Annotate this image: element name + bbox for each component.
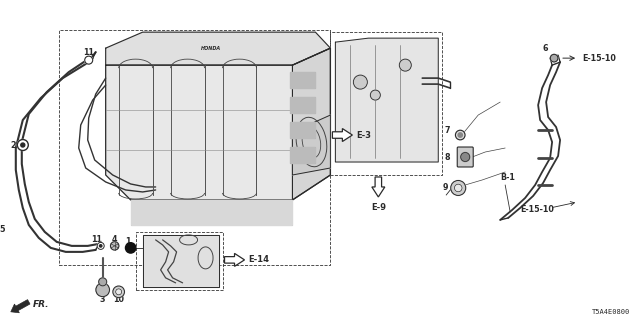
Text: E-14: E-14 bbox=[248, 255, 269, 264]
Text: E-3: E-3 bbox=[356, 131, 371, 140]
Text: E-9: E-9 bbox=[371, 203, 386, 212]
Circle shape bbox=[451, 180, 466, 196]
Text: E-15-10: E-15-10 bbox=[582, 54, 616, 63]
Text: 6: 6 bbox=[543, 44, 548, 53]
Circle shape bbox=[111, 242, 119, 250]
Circle shape bbox=[371, 90, 380, 100]
Circle shape bbox=[116, 289, 122, 295]
Polygon shape bbox=[143, 235, 218, 287]
Circle shape bbox=[125, 243, 136, 253]
Polygon shape bbox=[291, 97, 316, 113]
Text: T5A4E0800: T5A4E0800 bbox=[592, 309, 630, 315]
Polygon shape bbox=[292, 48, 330, 200]
Text: 11: 11 bbox=[83, 48, 93, 57]
Text: 7: 7 bbox=[445, 125, 451, 134]
Circle shape bbox=[550, 54, 558, 62]
Polygon shape bbox=[291, 72, 316, 88]
Polygon shape bbox=[106, 32, 330, 65]
Polygon shape bbox=[335, 38, 438, 162]
Circle shape bbox=[454, 184, 462, 192]
Circle shape bbox=[20, 143, 25, 147]
Text: 9: 9 bbox=[443, 183, 448, 192]
Circle shape bbox=[17, 140, 28, 150]
Text: 11: 11 bbox=[91, 236, 102, 244]
Circle shape bbox=[399, 59, 412, 71]
Circle shape bbox=[458, 133, 463, 137]
Text: 1: 1 bbox=[125, 237, 131, 246]
FancyBboxPatch shape bbox=[457, 147, 473, 167]
Polygon shape bbox=[292, 115, 330, 175]
Circle shape bbox=[99, 278, 107, 286]
Circle shape bbox=[456, 130, 465, 140]
Text: FR.: FR. bbox=[33, 300, 49, 309]
Polygon shape bbox=[291, 122, 316, 138]
Text: 10: 10 bbox=[113, 295, 124, 304]
Polygon shape bbox=[291, 147, 316, 163]
Text: 3: 3 bbox=[100, 295, 106, 304]
Circle shape bbox=[96, 283, 109, 297]
Circle shape bbox=[97, 242, 104, 249]
Circle shape bbox=[353, 75, 367, 89]
Text: 2: 2 bbox=[11, 140, 17, 149]
Text: 8: 8 bbox=[445, 153, 451, 162]
FancyArrow shape bbox=[11, 300, 30, 313]
Text: 4: 4 bbox=[112, 236, 117, 244]
FancyArrow shape bbox=[332, 129, 353, 141]
Circle shape bbox=[99, 245, 102, 247]
Text: 5: 5 bbox=[0, 225, 5, 235]
Polygon shape bbox=[106, 48, 330, 200]
Text: B-1: B-1 bbox=[500, 173, 515, 182]
FancyArrow shape bbox=[225, 253, 244, 266]
Circle shape bbox=[84, 56, 93, 64]
FancyArrow shape bbox=[372, 177, 385, 197]
Polygon shape bbox=[131, 200, 292, 225]
Circle shape bbox=[461, 153, 470, 162]
Text: HONDA: HONDA bbox=[200, 46, 221, 51]
Text: E-15-10: E-15-10 bbox=[520, 205, 554, 214]
Circle shape bbox=[113, 286, 124, 298]
